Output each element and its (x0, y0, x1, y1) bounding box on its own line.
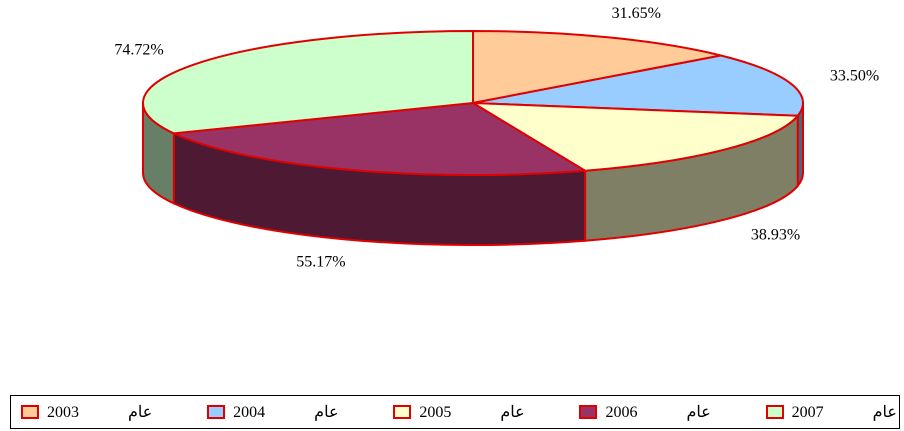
chart: 31.65% 33.50% 38.93% 55.17% 74.72% (114, 5, 879, 270)
slice (472, 54, 804, 117)
legend-label: عام 2004 (233, 404, 339, 421)
slice (472, 29, 722, 105)
legend-swatch (21, 405, 39, 419)
data-label: 38.93% (751, 226, 800, 243)
legend-item: عام 2005 (393, 402, 525, 422)
legend-label: عام 2005 (419, 404, 525, 421)
legend-swatch (393, 405, 412, 419)
legend-item: عام 2004 (207, 402, 338, 422)
legend-swatch (765, 405, 784, 419)
data-label: 74.72% (114, 41, 163, 58)
legend-item: عام 2007 (765, 402, 897, 422)
legend-label: عام 2007 (791, 404, 897, 421)
legend-label: عام 2003 (47, 404, 153, 421)
data-label: 55.17% (296, 253, 345, 270)
legend-item: عام 2006 (579, 402, 711, 422)
data-label: 31.65% (612, 5, 661, 22)
legend-swatch (579, 405, 598, 419)
legend: عام 2003 عام 2004 عام 2005 عام 2006 عام 2007 (10, 395, 900, 429)
legend-label: عام 2006 (605, 404, 711, 421)
slice (170, 101, 589, 176)
legend-swatch (207, 405, 226, 419)
slice (142, 29, 474, 135)
slice (472, 102, 800, 172)
legend-item: عام 2003 (21, 402, 152, 422)
data-label: 33.50% (830, 68, 879, 85)
